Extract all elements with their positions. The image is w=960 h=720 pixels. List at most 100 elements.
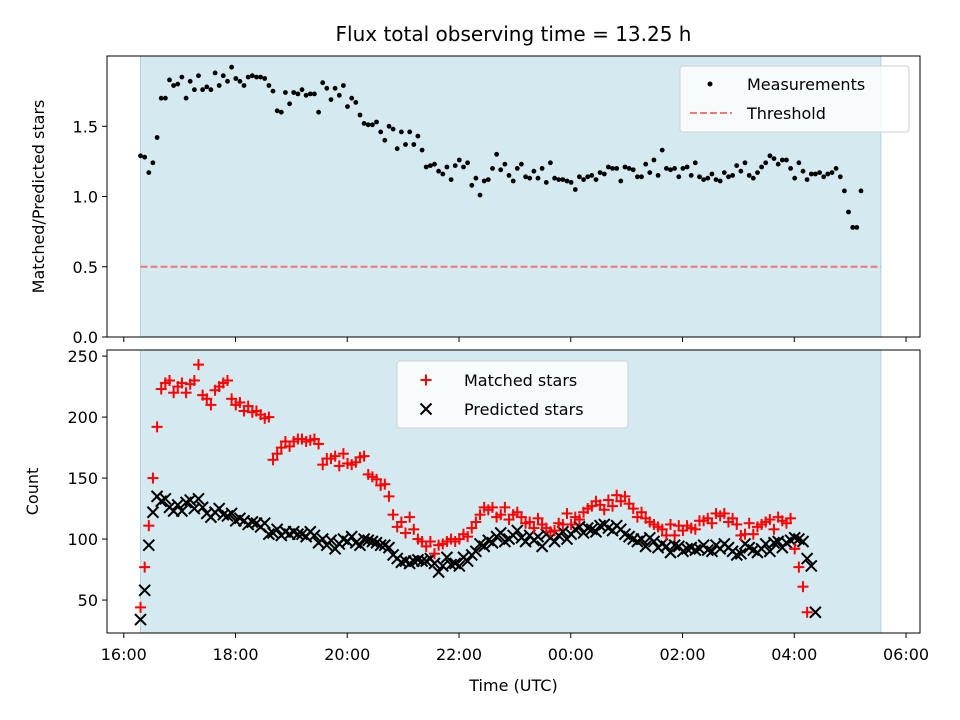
measurement-point: [506, 173, 512, 178]
chart-title: Flux total observing time = 13.25 h: [336, 22, 692, 46]
measurement-point: [593, 177, 599, 183]
measurement-point: [519, 161, 524, 167]
measurement-point: [225, 78, 230, 84]
matched-star-point: [665, 518, 677, 530]
predicted-star-point: [767, 536, 781, 549]
measurement-point: [146, 170, 152, 176]
legend-label-matched-stars: Matched stars: [464, 371, 577, 390]
matched-star-point: [180, 387, 192, 399]
measurement-point: [572, 187, 578, 192]
top-ytick-label: 0.0: [73, 328, 98, 347]
predicted-star-point: [689, 543, 702, 557]
measurement-point: [428, 163, 433, 169]
measurement-point: [680, 166, 686, 171]
predicted-star-point: [366, 535, 379, 548]
predicted-star-point: [353, 538, 367, 552]
measurement-point: [241, 83, 247, 88]
measurement-point: [788, 166, 793, 171]
measurement-point: [842, 188, 847, 194]
top-panel: 0.0 0.5 1.0 1.5 Flux total observing time =…: [29, 22, 921, 347]
measurement-point: [270, 88, 276, 94]
measurement-point: [307, 91, 313, 97]
x-axis-label: Time (UTC): [468, 676, 557, 695]
measurement-point: [183, 95, 189, 101]
measurement-point: [498, 167, 504, 173]
matched-star-point: [164, 374, 176, 386]
measurement-point: [651, 157, 657, 163]
legend-label-threshold: Threshold: [746, 104, 826, 123]
measurement-point: [697, 174, 702, 180]
measurement-point: [684, 164, 690, 170]
matched-star-point: [337, 448, 349, 460]
predicted-star-point: [668, 538, 681, 552]
matched-star-point: [524, 516, 536, 528]
measurement-point: [804, 177, 810, 183]
measurement-point: [730, 173, 735, 178]
predicted-star-point: [701, 543, 714, 557]
measurement-point: [626, 166, 632, 171]
measurement-point: [485, 177, 491, 183]
legend-label-predicted-stars: Predicted stars: [464, 400, 584, 419]
measurement-point: [527, 175, 533, 181]
measurement-point: [345, 104, 350, 109]
matched-star-point: [333, 460, 345, 472]
matched-star-point: [785, 512, 797, 524]
measurement-point: [163, 95, 168, 101]
predicted-star-point: [192, 492, 205, 506]
measurement-point: [734, 163, 740, 169]
predicted-star-point: [291, 527, 305, 541]
legend-marker-measurements: [707, 81, 713, 87]
measurement-point: [494, 151, 499, 157]
measurement-point: [291, 90, 297, 95]
top-y-axis-label: Matched/Predicted stars: [29, 100, 48, 294]
measurement-point: [523, 174, 528, 180]
measurement-point: [303, 92, 309, 98]
measurement-point: [692, 160, 698, 166]
measurement-point: [477, 192, 483, 198]
predicted-star-point: [134, 613, 147, 626]
measurement-point: [709, 171, 715, 177]
measurement-point: [606, 164, 611, 170]
predicted-star-point: [705, 545, 719, 558]
measurement-point: [390, 126, 396, 132]
matched-star-point: [689, 523, 701, 535]
measurement-point: [701, 177, 706, 183]
measurement-point: [568, 180, 574, 185]
measurement-point: [196, 73, 201, 79]
predicted-star-point: [477, 540, 491, 553]
measurement-point: [216, 83, 222, 88]
top-ytick-label: 0.5: [73, 258, 98, 277]
predicted-star-point: [647, 535, 661, 548]
measurement-point: [759, 164, 764, 170]
measurement-point: [258, 74, 263, 80]
matched-star-point: [234, 396, 246, 408]
matched-star-point: [486, 501, 498, 513]
matched-star-point: [263, 411, 275, 423]
matched-star-point: [400, 527, 412, 539]
measurement-point: [560, 177, 566, 183]
predicted-star-point: [453, 559, 466, 573]
predicted-star-point: [324, 534, 338, 547]
measurement-point: [220, 73, 226, 79]
matched-star-point: [718, 507, 730, 519]
bottom-legend-box: [396, 360, 629, 429]
measurement-point: [717, 178, 723, 184]
measurement-point: [726, 174, 731, 180]
top-ytick-label: 1.5: [73, 117, 98, 136]
measurement-point: [154, 135, 160, 140]
matched-star-point: [201, 393, 213, 405]
measurement-point: [328, 97, 334, 102]
measurement-point: [411, 142, 417, 147]
xtick-label: 04:00: [771, 645, 817, 664]
measurement-point: [254, 74, 259, 80]
predicted-star-point: [262, 527, 276, 541]
measurement-point: [643, 161, 649, 167]
xtick-label: 02:00: [659, 645, 705, 664]
bottom-ytick-label: 200: [67, 408, 98, 427]
measurement-point: [324, 85, 330, 91]
measurement-point: [378, 129, 384, 135]
predicted-star-point: [196, 501, 209, 514]
bottom-ytick-label: 50: [78, 591, 98, 610]
bottom-y-axis-label: Count: [23, 468, 42, 516]
matched-star-point: [470, 516, 482, 528]
